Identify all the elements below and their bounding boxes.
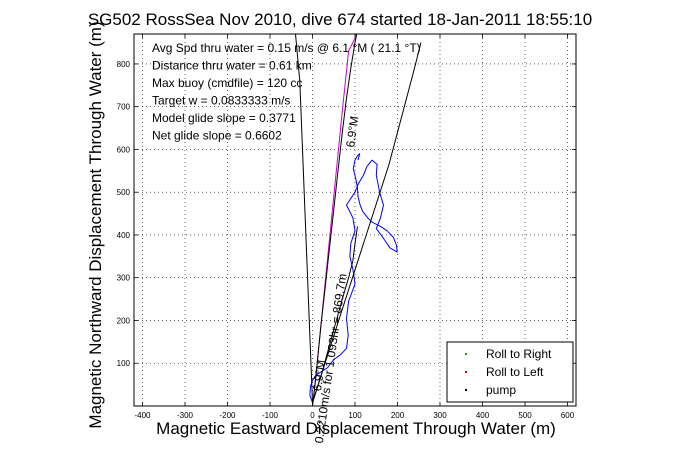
- x-tick-label: -400: [134, 411, 151, 420]
- x-tick-label: 600: [561, 411, 575, 420]
- x-axis-label: Magnetic Eastward Displacement Through W…: [156, 419, 556, 438]
- y-tick-label: 100: [117, 359, 131, 368]
- x-tick-label: -200: [219, 411, 236, 420]
- y-tick-label: 700: [117, 103, 131, 112]
- plot-frame: [133, 33, 577, 407]
- series-line-3: [312, 33, 358, 407]
- grid: [134, 34, 576, 406]
- y-tick-label: 200: [117, 316, 131, 325]
- x-tick-label: 100: [348, 411, 362, 420]
- y-tick-label: 400: [117, 231, 131, 240]
- line-label: 6.9°M: [310, 359, 328, 392]
- stats-annotation: Avg Spd thru water = 0.15 m/s @ 6.1 °M (…: [152, 41, 421, 55]
- ticks: -400 -300 -200 -100 0 100 200 300 400 500 600 100 20…: [117, 34, 576, 420]
- stats-annotation: Max buoy (cmdfile) = 120 cc: [152, 76, 302, 90]
- stats-annotation: Target w = 0.0833333 m/s: [152, 94, 290, 108]
- legend-box: [446, 341, 574, 403]
- x-tick-label: -300: [177, 411, 194, 420]
- annotations: Avg Spd thru water = 0.15 m/s @ 6.1 °M (…: [152, 41, 421, 143]
- x-tick-label: 400: [476, 411, 490, 420]
- legend: Roll to Right Roll to Left pump: [446, 341, 574, 403]
- y-tick-label: 800: [117, 60, 131, 69]
- y-tick-label: 600: [117, 145, 131, 154]
- series-group: [295, 33, 422, 407]
- x-tick-label: 500: [518, 411, 532, 420]
- series-line-0: [309, 153, 398, 403]
- stats-annotation: Net glide slope = 0.6602: [152, 129, 282, 143]
- stats-annotation: Distance thru water = 0.61 km: [152, 59, 312, 73]
- legend-marker: [465, 353, 467, 355]
- x-tick-label: -100: [262, 411, 279, 420]
- x-tick-label: 200: [391, 411, 405, 420]
- series-line-4: [295, 33, 313, 403]
- y-axis-label: Magnetic Northward Displacement Through …: [86, 21, 105, 428]
- legend-marker: [465, 389, 467, 391]
- y-tick-label: 500: [117, 188, 131, 197]
- legend-marker: [465, 371, 467, 373]
- chart-title: SG502 RossSea Nov 2010, dive 674 started…: [88, 10, 592, 29]
- x-tick-label: 0: [310, 411, 315, 420]
- line-label: 6.9°M: [343, 115, 361, 148]
- legend-label: Roll to Left: [486, 365, 544, 379]
- legend-label: Roll to Right: [486, 347, 552, 361]
- series-line-5: [312, 42, 422, 403]
- legend-label: pump: [486, 383, 516, 397]
- x-tick-label: 300: [433, 411, 447, 420]
- stats-annotation: Model glide slope = 0.3771: [152, 111, 296, 125]
- y-tick-label: 300: [117, 274, 131, 283]
